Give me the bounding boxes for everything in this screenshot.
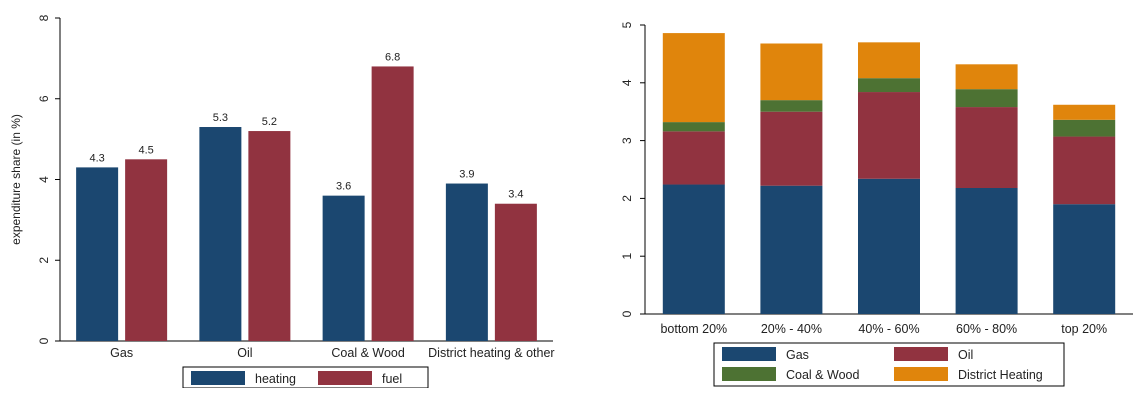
chart-1-data-label: 6.8	[385, 51, 400, 63]
chart-1-bar-fuel	[371, 66, 414, 341]
chart-2-bar-segment-Oil	[760, 111, 823, 186]
chart-2-bar-segment-Gas	[760, 185, 823, 314]
chart-2-legend-label: Oil	[958, 348, 973, 362]
chart-2: 0 1 2 3 4 5 bottom 20% 20% - 40% 40% - 60% 60% - …	[620, 21, 1133, 387]
chart-2-bar-segment-Oil	[662, 131, 725, 185]
chart-2-x-tick-label: 40% - 60%	[858, 322, 919, 336]
chart-2-x-tick-label: 20% - 40%	[761, 322, 822, 336]
chart-1-legend-swatch-heating	[191, 371, 245, 385]
chart-1-bar-heating	[199, 127, 242, 341]
chart-2-y-tick-label: 4	[620, 79, 634, 86]
chart-1-x-tick-label: Coal & Wood	[331, 346, 404, 360]
chart-2-bar-segment-Coal & Wood	[662, 122, 725, 132]
chart-2-y-tick-label: 5	[620, 21, 634, 28]
chart-1-data-label: 5.3	[213, 112, 228, 124]
chart-1-x-tick-label: Gas	[110, 346, 133, 360]
chart-1-bar-heating	[322, 195, 365, 341]
chart-1-bar-fuel	[125, 159, 168, 341]
chart-1-legend-label: fuel	[382, 372, 402, 386]
chart-1-bar-heating	[445, 183, 488, 341]
chart-2-bar-segment-Gas	[1053, 204, 1116, 314]
chart-2-legend-label: Gas	[786, 348, 809, 362]
chart-2-bar-segment-Coal & Wood	[858, 78, 920, 93]
chart-1-y-tick-label: 0	[37, 337, 51, 344]
chart-2-x-tick-label: bottom 20%	[660, 322, 727, 336]
chart-2-bar-segment-District Heating	[858, 42, 920, 79]
chart-1-data-label: 3.9	[459, 169, 474, 181]
chart-2-y-tick-label: 0	[620, 310, 634, 317]
chart-2-y-tick-label: 1	[620, 253, 634, 260]
chart-1-data-label: 3.4	[508, 189, 523, 201]
chart-2-bar-segment-Oil	[955, 107, 1018, 188]
chart-2-bar-segment-District Heating	[662, 33, 725, 123]
chart-1-bar-fuel	[248, 131, 291, 341]
chart-1-data-label: 4.3	[89, 152, 104, 164]
chart-2-bar-segment-District Heating	[1053, 104, 1116, 120]
chart-1-y-tick-label: 8	[37, 14, 51, 21]
chart-2-x-tick-label: top 20%	[1061, 322, 1107, 336]
chart-2-legend-label: Coal & Wood	[786, 368, 859, 382]
chart-1-bar-fuel	[494, 203, 537, 341]
chart-1-x-tick-label: District heating & other	[428, 346, 554, 360]
chart-2-bar-segment-District Heating	[955, 64, 1018, 90]
chart-1: 0 2 4 6 8 expenditure share (in %) 4.3 4.5 Gas 5.…	[9, 14, 555, 389]
chart-1-data-label: 4.5	[138, 144, 153, 156]
chart-1-legend-label: heating	[255, 372, 296, 386]
chart-2-bar-segment-Coal & Wood	[955, 89, 1018, 108]
chart-2-bar-segment-Gas	[955, 187, 1018, 314]
chart-2-legend-label: District Heating	[958, 368, 1043, 382]
chart-1-data-label: 5.2	[262, 116, 277, 128]
chart-1-data-label: 3.6	[336, 181, 351, 193]
chart-2-bar-segment-Gas	[662, 184, 725, 314]
chart-2-bar-segment-Gas	[858, 178, 920, 314]
chart-1-y-tick-label: 2	[37, 257, 51, 264]
chart-1-y-tick-label: 6	[37, 95, 51, 102]
chart-2-x-tick-label: 60% - 80%	[956, 322, 1017, 336]
chart-2-legend-swatch	[722, 367, 776, 381]
chart-2-legend-swatch	[894, 347, 948, 361]
chart-2-legend-swatch	[894, 367, 948, 381]
chart-2-y-tick-label: 3	[620, 137, 634, 144]
chart-1-bar-heating	[76, 167, 119, 341]
chart-1-x-tick-label: Oil	[237, 346, 252, 360]
chart-2-bar-segment-Coal & Wood	[1053, 119, 1116, 137]
chart-2-legend-swatch	[722, 347, 776, 361]
chart-1-y-tick-label: 4	[37, 176, 51, 183]
chart-1-legend-swatch-fuel	[318, 371, 372, 385]
chart-2-bar-segment-District Heating	[760, 43, 823, 101]
chart-1-y-axis-title: expenditure share (in %)	[9, 114, 23, 245]
chart-2-bar-segment-Coal & Wood	[760, 100, 823, 112]
chart-2-bar-segment-Oil	[1053, 136, 1116, 205]
chart-2-bar-segment-Oil	[858, 92, 920, 179]
chart-2-y-tick-label: 2	[620, 195, 634, 202]
